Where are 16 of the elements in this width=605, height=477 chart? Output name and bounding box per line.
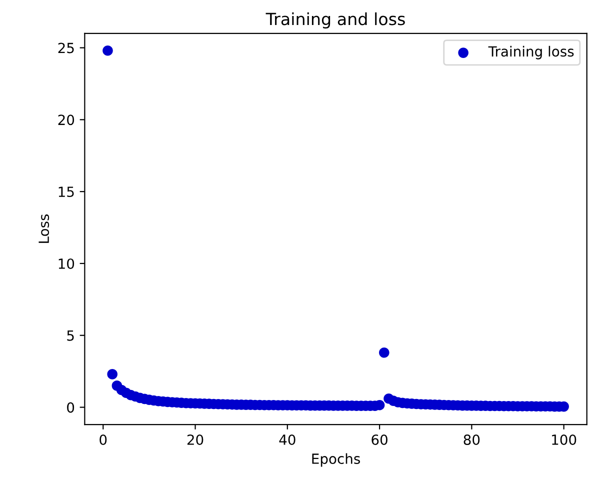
x-tick-label: 0	[100, 434, 107, 446]
legend-label: Training loss	[488, 46, 574, 60]
x-axis-title: Epochs	[312, 453, 360, 467]
y-tick-label: 0	[67, 402, 74, 413]
x-tick-label: 20	[187, 434, 204, 446]
y-tick-label: 15	[58, 186, 74, 198]
x-tick-label: 80	[464, 434, 480, 446]
y-tick-label: 10	[58, 258, 74, 269]
y-axis-title: Loss	[38, 214, 50, 243]
y-tick-label: 5	[67, 330, 74, 341]
x-tick-label: 40	[279, 434, 296, 446]
chart-title: Training and loss	[266, 12, 405, 29]
x-tick-label: 60	[372, 434, 388, 446]
y-tick-label: 20	[58, 114, 74, 126]
y-tick-label: 25	[58, 42, 74, 54]
x-tick-label: 100	[552, 434, 576, 446]
